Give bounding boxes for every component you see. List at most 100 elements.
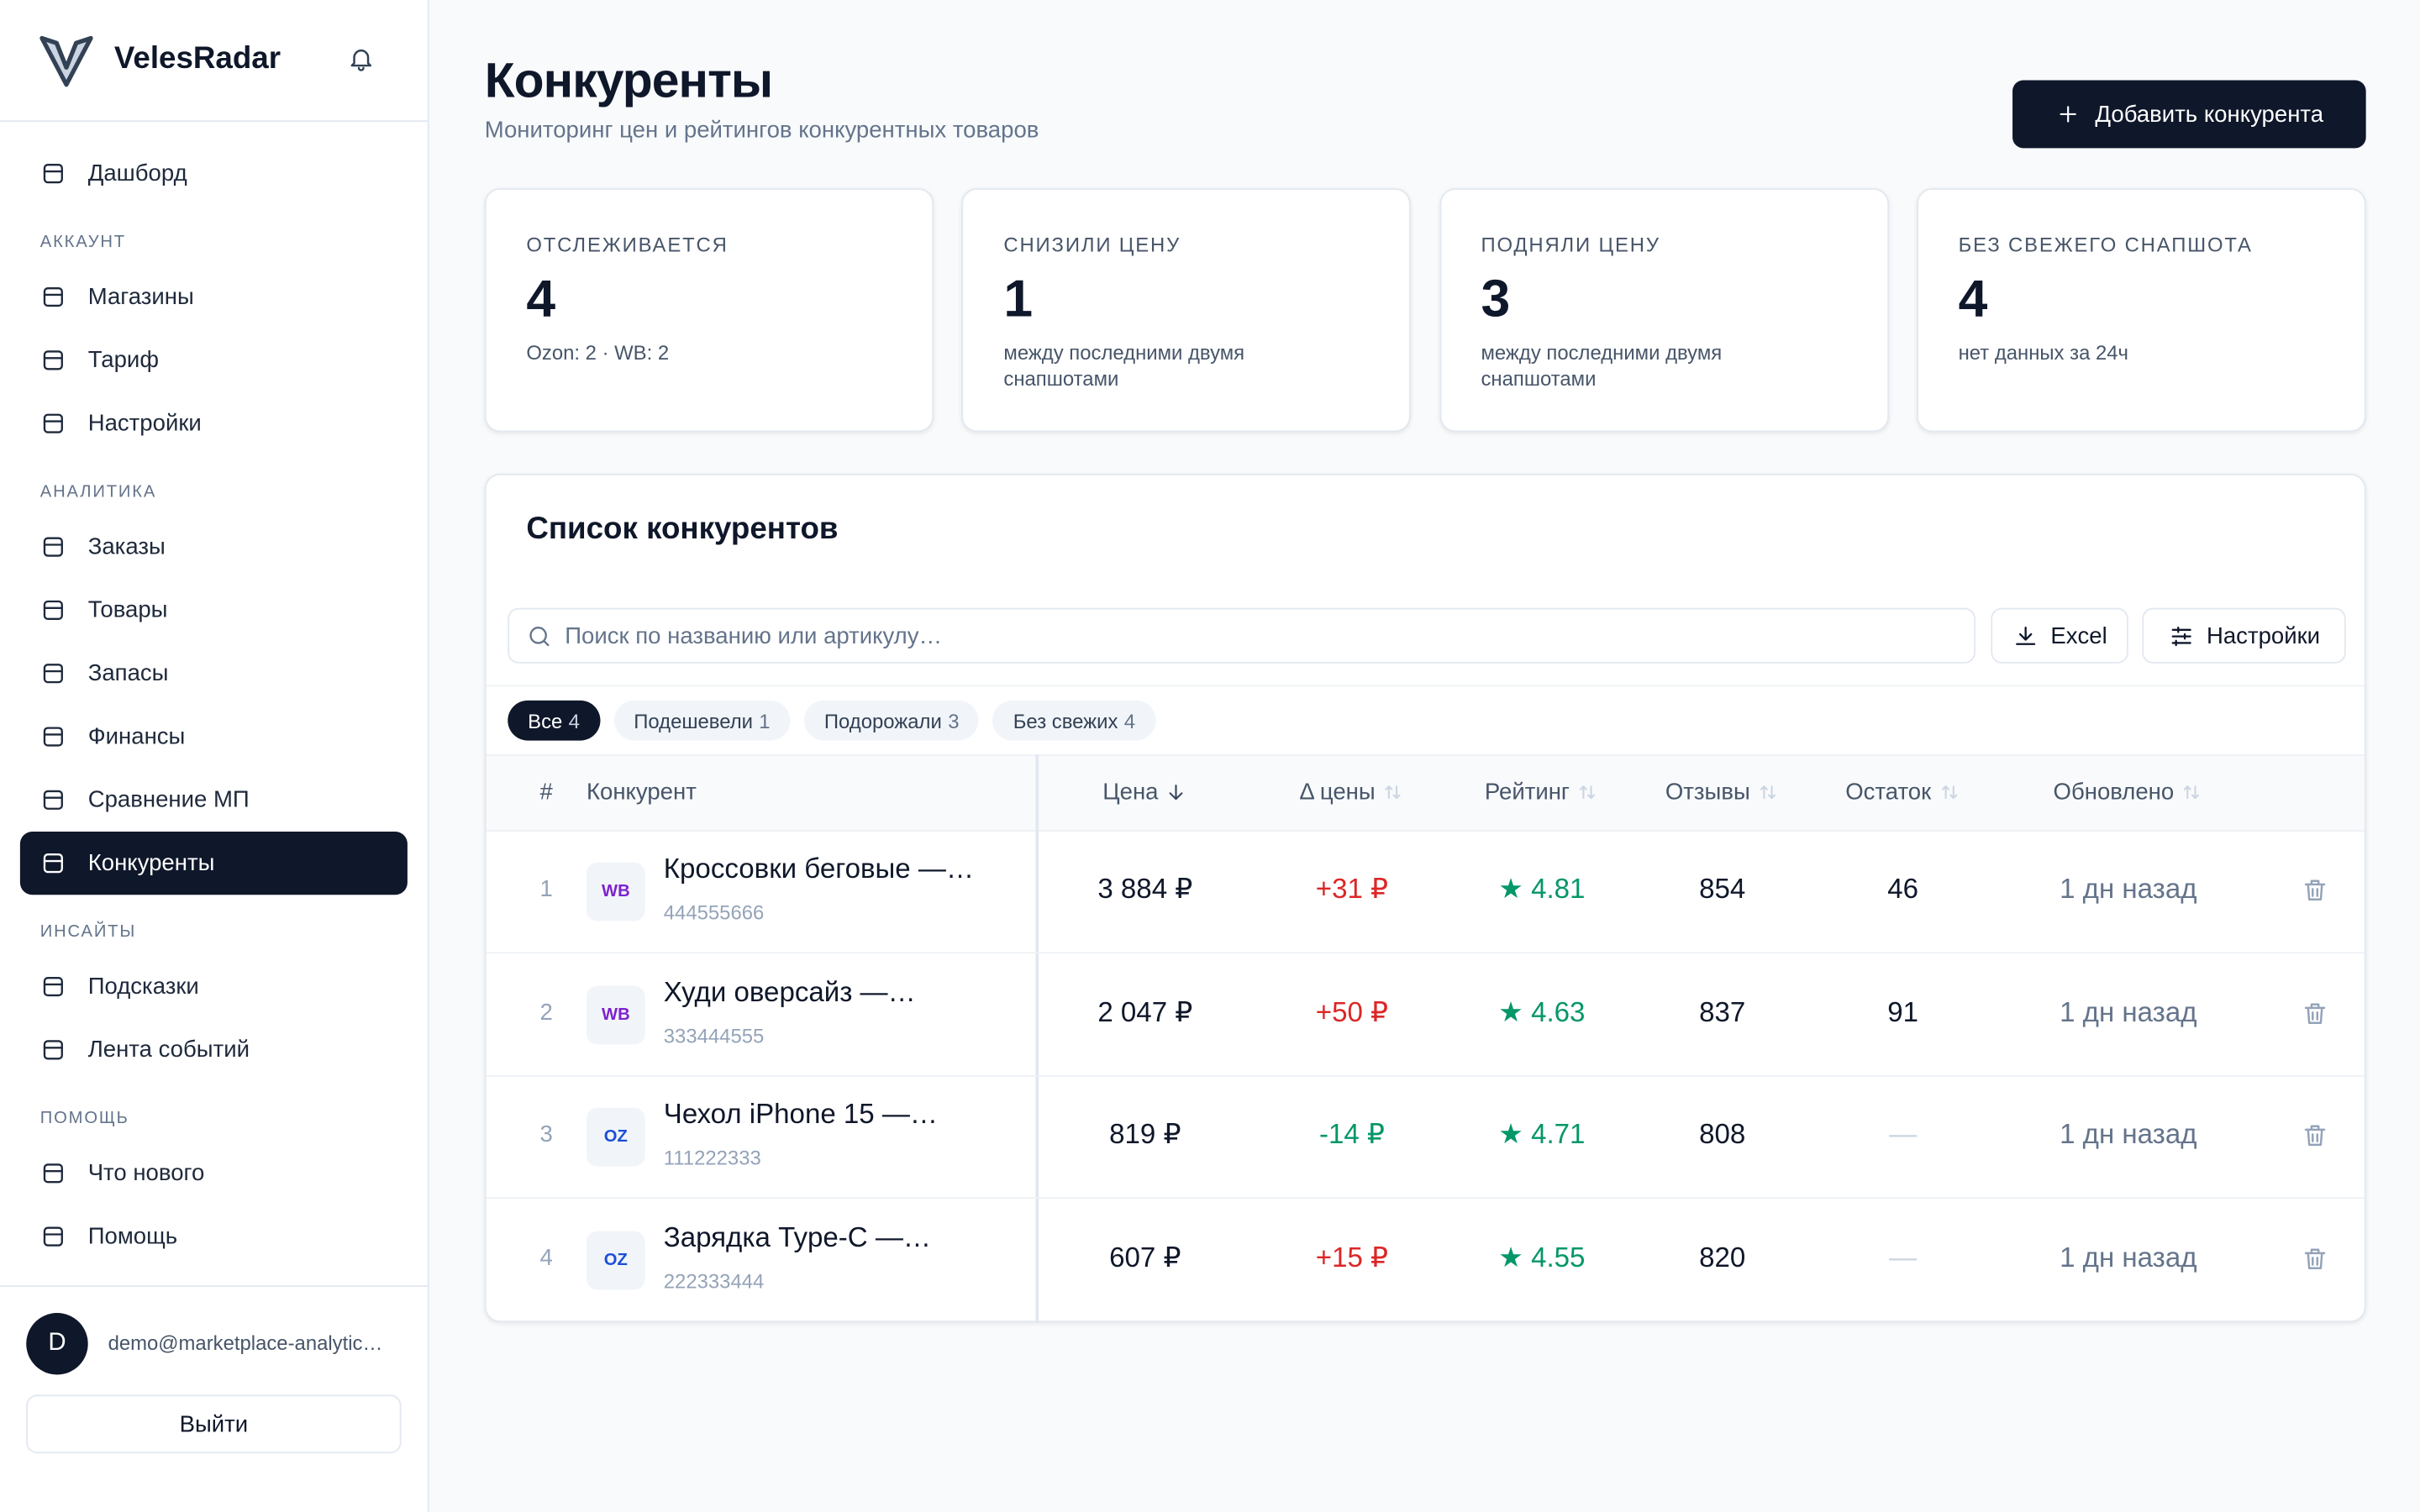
sidebar: VelesRadar Дашборд АККАУНТ Магазины Тариф Нас… <box>0 0 429 1512</box>
nav-item[interactable]: Дашборд <box>20 142 408 205</box>
nav-icon <box>43 1226 63 1247</box>
column-label: Конкурент <box>586 779 697 806</box>
price-delta: +15 ₽ <box>1315 1241 1389 1273</box>
row-number: 1 <box>539 876 553 903</box>
stat-value: 3 <box>1481 270 1511 329</box>
stock: — <box>1889 1241 1918 1273</box>
column-header[interactable]: Отзывы <box>1665 780 1780 806</box>
price: 607 ₽ <box>1109 1241 1181 1273</box>
user-email: demo@marketplace-analytic… <box>108 1331 383 1355</box>
filter-label: Подешевели <box>634 708 753 732</box>
stat-value: 4 <box>526 270 556 329</box>
nav-item[interactable]: Подсказки <box>20 955 408 1018</box>
nav-item[interactable]: Товары <box>20 579 408 642</box>
nav-section-title: АККАУНТ <box>39 233 127 252</box>
table-header: # Конкурент Цена Δ цены Рейтинг Отзывы Остаток… <box>486 754 2365 832</box>
column-header[interactable]: Δ цены <box>1299 780 1404 806</box>
delete-button[interactable] <box>2302 876 2329 911</box>
product-sku: 444555666 <box>663 900 765 925</box>
nav-label: Лента событий <box>87 1037 250 1063</box>
search-input[interactable]: Поиск по названию или артикулу… <box>508 607 1975 664</box>
nav-item[interactable]: Помощь <box>20 1205 408 1268</box>
product-name: Кроссовки беговые —… <box>663 853 975 885</box>
row-number: 3 <box>539 1121 553 1148</box>
filters: Все 4 Подешевели 1 Подорожали 3 Без свежих 4 <box>508 700 1155 741</box>
stat-note: между последними двумя снапшотами <box>1481 340 1723 391</box>
delete-button[interactable] <box>2302 1121 2329 1157</box>
divider <box>0 1284 428 1287</box>
column-label: # <box>539 779 553 806</box>
nav-label: Запасы <box>87 660 169 687</box>
nav-item[interactable]: Что нового <box>20 1142 408 1205</box>
nav-item[interactable]: Магазины <box>20 265 408 328</box>
divider <box>0 120 428 123</box>
stat-card: СНИЗИЛИ ЦЕНУ 1 между последними двумя снап… <box>961 188 1412 433</box>
nav-label: Настройки <box>87 410 202 437</box>
avatar: D <box>26 1313 88 1375</box>
stat-label: БЕЗ СВЕЖЕГО СНАПШОТА <box>1958 233 2253 256</box>
nav-icon <box>43 164 63 184</box>
column-header[interactable]: Обновлено <box>2054 780 2204 806</box>
logo-mark <box>39 35 93 87</box>
sort-icon <box>2184 785 2200 800</box>
table-row: 2 WB Худи оверсайз —… 333444555 2 047 ₽ +50 ₽… <box>486 953 2365 1077</box>
sort-icon <box>1385 785 1401 800</box>
sort-icon <box>1580 785 1596 800</box>
add-competitor-button[interactable]: Добавить конкурента <box>2012 80 2366 149</box>
column-label: Рейтинг <box>1484 779 1570 806</box>
sort-icon <box>1941 785 1957 800</box>
filter-pill[interactable]: Без свежих 4 <box>992 700 1155 741</box>
reviews: 820 <box>1699 1241 1746 1273</box>
price-delta: +31 ₽ <box>1315 873 1389 905</box>
stat-value: 1 <box>1003 270 1034 329</box>
filter-pill[interactable]: Все 4 <box>508 700 600 741</box>
filter-count: 3 <box>948 708 960 732</box>
filter-pill[interactable]: Подорожали 3 <box>804 700 980 741</box>
nav-item[interactable]: Сравнение МП <box>20 769 408 832</box>
filter-count: 4 <box>1123 708 1136 732</box>
nav-item[interactable]: Запасы <box>20 642 408 705</box>
delete-button[interactable] <box>2302 1244 2329 1279</box>
product-name: Зарядка Type-C —… <box>663 1221 931 1252</box>
stat-card: ПОДНЯЛИ ЦЕНУ 3 между последними двумя снап… <box>1439 188 1889 433</box>
competitors-panel: Список конкурентов Поиск по названию или … <box>484 473 2366 1323</box>
column-label: Цена <box>1102 779 1159 806</box>
stat-label: ПОДНЯЛИ ЦЕНУ <box>1481 233 1660 256</box>
nav-label: Товары <box>87 596 168 624</box>
rating: ★ 4.81 <box>1498 873 1586 905</box>
column-header[interactable]: Остаток <box>1845 780 1960 806</box>
page-title: Конкуренты <box>484 52 773 108</box>
nav-label: Заказы <box>87 533 166 560</box>
nav-item[interactable]: Лента событий <box>20 1018 408 1081</box>
nav-item[interactable]: Тариф <box>20 328 408 391</box>
settings-button[interactable]: Настройки <box>2142 607 2346 664</box>
search-icon <box>529 626 550 646</box>
nav-item[interactable]: Конкуренты <box>19 831 408 895</box>
marketplace-badge: OZ <box>586 1230 645 1289</box>
trash-icon <box>2304 1247 2326 1269</box>
nav-item[interactable]: Финансы <box>20 705 408 768</box>
column-header[interactable]: Цена <box>1102 780 1187 806</box>
bell-icon <box>350 49 372 71</box>
marketplace-badge: WB <box>586 984 645 1044</box>
nav-item[interactable]: Настройки <box>20 392 408 455</box>
marketplace-badge: WB <box>586 862 645 921</box>
product-name: Худи оверсайз —… <box>663 975 916 1007</box>
nav-item[interactable]: Заказы <box>20 515 408 578</box>
delete-button[interactable] <box>2302 999 2329 1034</box>
filter-count: 4 <box>568 708 580 732</box>
price: 2 047 ₽ <box>1097 995 1193 1027</box>
notifications[interactable] <box>347 45 375 80</box>
nav-icon <box>43 853 63 874</box>
price-delta: +50 ₽ <box>1315 995 1389 1027</box>
column-label: Остаток <box>1845 779 1932 806</box>
reviews: 854 <box>1699 873 1746 905</box>
stat-note: нет данных за 24ч <box>1958 340 2129 365</box>
page-subtitle: Мониторинг цен и рейтингов конкурентных … <box>484 117 1039 144</box>
excel-button[interactable]: Excel <box>1991 607 2128 664</box>
updated: 1 дн назад <box>2060 995 2197 1027</box>
logout-button[interactable]: Выйти <box>26 1394 402 1454</box>
filter-pill[interactable]: Подешевели 1 <box>613 700 791 741</box>
stock: — <box>1889 1118 1918 1150</box>
column-header[interactable]: Рейтинг <box>1485 780 1599 806</box>
